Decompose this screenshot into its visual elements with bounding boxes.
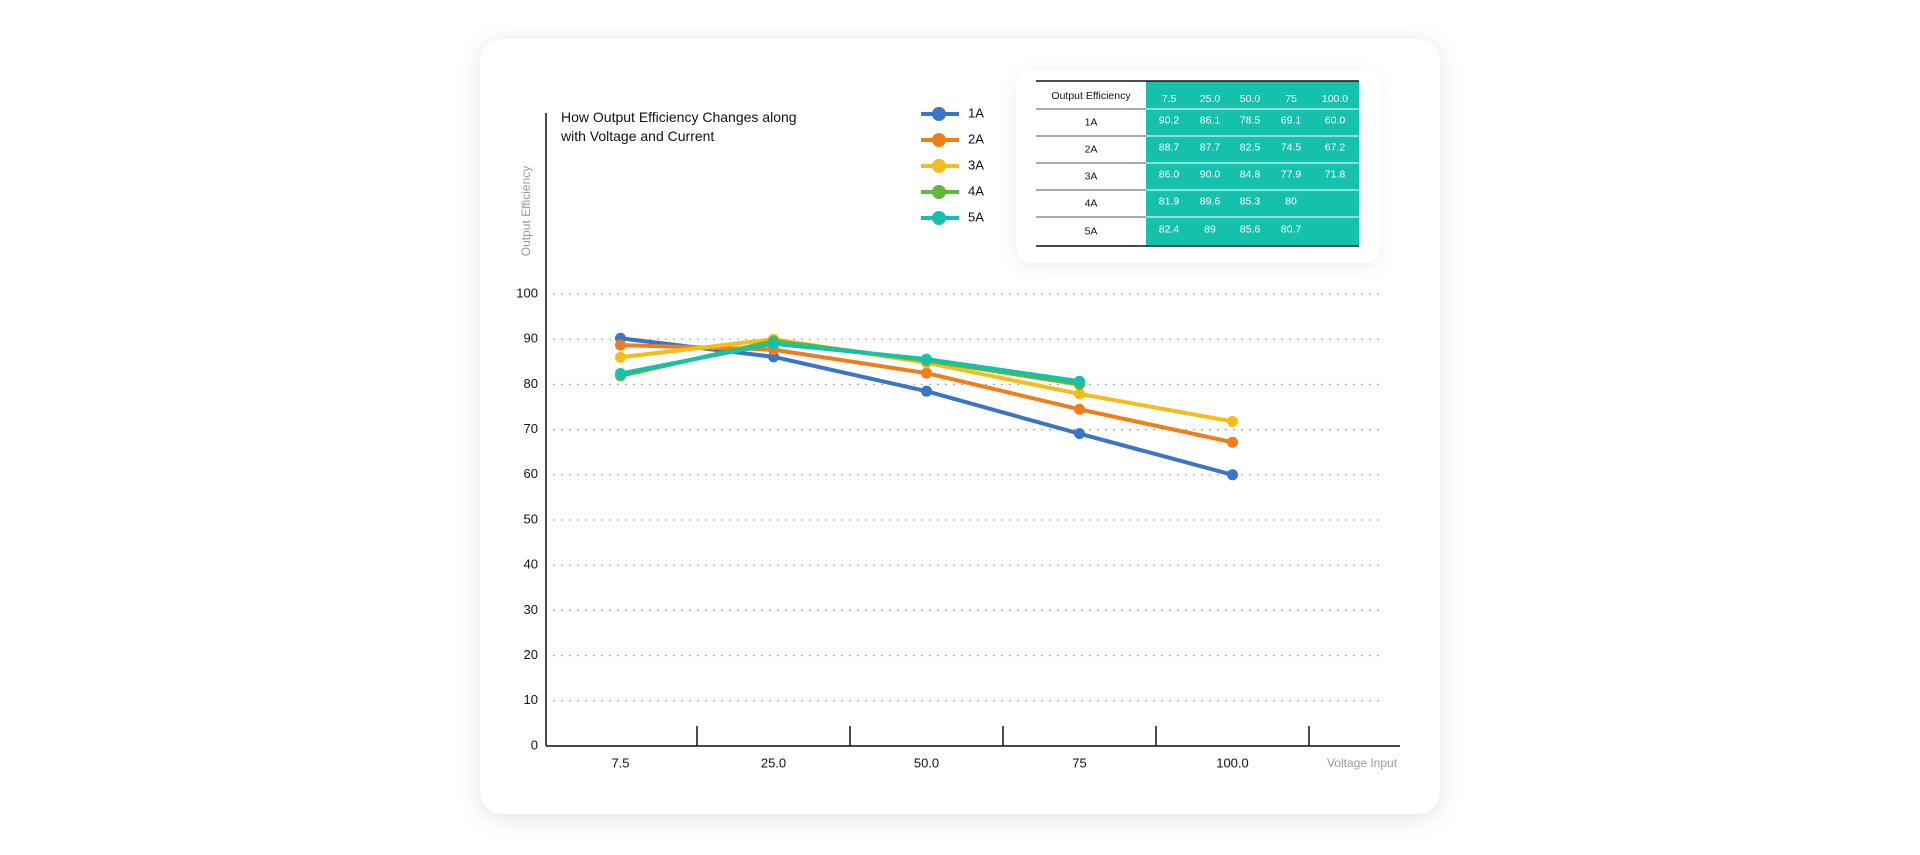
table-row-header: 1A bbox=[1085, 116, 1098, 128]
data-point bbox=[1227, 415, 1238, 427]
table-row-header: 4A bbox=[1085, 197, 1098, 209]
data-point bbox=[615, 368, 626, 380]
x-tick-label: 25.0 bbox=[761, 755, 786, 770]
y-tick-label: 10 bbox=[524, 692, 538, 707]
table-cell: 84.8 bbox=[1240, 168, 1261, 180]
x-tick-label: 100.0 bbox=[1216, 755, 1249, 770]
series-line bbox=[620, 341, 1080, 384]
table-cell: 80.7 bbox=[1281, 223, 1302, 235]
table-col-header: 100.0 bbox=[1322, 93, 1348, 105]
y-tick-label: 0 bbox=[531, 737, 538, 752]
x-tick-label: 7.5 bbox=[611, 755, 629, 770]
table-row-header: 2A bbox=[1085, 143, 1098, 155]
y-axis-label: Output Efficiency bbox=[519, 166, 533, 257]
legend-dot bbox=[932, 159, 946, 173]
table-cell: 85.3 bbox=[1240, 195, 1261, 207]
table-cell: 88.7 bbox=[1159, 141, 1180, 153]
table-row-header: 5A bbox=[1085, 225, 1098, 237]
legend-dot bbox=[932, 133, 946, 147]
table-cell: 71.8 bbox=[1325, 168, 1346, 180]
y-tick-label: 80 bbox=[524, 376, 538, 391]
y-tick-label: 20 bbox=[524, 647, 538, 662]
data-point bbox=[1074, 375, 1085, 387]
data-point bbox=[1074, 428, 1085, 440]
data-point bbox=[1074, 388, 1085, 400]
data-point bbox=[921, 353, 932, 365]
y-tick-label: 60 bbox=[524, 466, 538, 481]
data-point bbox=[615, 351, 626, 363]
legend-dot bbox=[932, 211, 946, 225]
table-cell: 69.1 bbox=[1281, 114, 1302, 126]
table-col-header: 75 bbox=[1285, 93, 1297, 105]
data-point bbox=[921, 385, 932, 397]
table-cell: 87.7 bbox=[1200, 141, 1221, 153]
table-cell: 82.5 bbox=[1240, 141, 1261, 153]
table-cell: 81.9 bbox=[1159, 195, 1180, 207]
table-cell: 86.0 bbox=[1159, 168, 1180, 180]
legend-dot bbox=[932, 107, 946, 121]
table-col-header: 25.0 bbox=[1200, 93, 1221, 105]
table-cell: 85.6 bbox=[1240, 223, 1261, 235]
table-cell: 80 bbox=[1285, 195, 1297, 207]
table-cell: 89 bbox=[1204, 223, 1216, 235]
table-cell: 67.2 bbox=[1325, 141, 1346, 153]
y-tick-label: 40 bbox=[524, 557, 538, 572]
y-tick-label: 90 bbox=[524, 331, 538, 346]
y-tick-label: 50 bbox=[524, 511, 538, 526]
x-axis-label: Voltage Input bbox=[1327, 756, 1398, 770]
table-col-header: 7.5 bbox=[1162, 93, 1177, 105]
data-point bbox=[1227, 436, 1238, 448]
table-cell: 90.0 bbox=[1200, 168, 1221, 180]
data-point bbox=[1074, 403, 1085, 415]
table-cell: 77.9 bbox=[1281, 168, 1302, 180]
data-point bbox=[768, 338, 779, 350]
y-tick-label: 30 bbox=[524, 602, 538, 617]
x-tick-label: 75 bbox=[1072, 755, 1086, 770]
legend-label: 1A bbox=[968, 105, 984, 120]
series-line bbox=[620, 337, 1233, 424]
table-cell: 74.5 bbox=[1281, 141, 1302, 153]
data-point bbox=[921, 367, 932, 379]
legend-dot bbox=[932, 185, 946, 199]
y-tick-label: 70 bbox=[524, 421, 538, 436]
table-cell: 90.2 bbox=[1159, 114, 1180, 126]
data-point bbox=[1227, 469, 1238, 481]
table-cell: 86.1 bbox=[1200, 114, 1221, 126]
legend-label: 3A bbox=[968, 157, 984, 172]
table-row-header: 3A bbox=[1085, 170, 1098, 182]
legend-label: 5A bbox=[968, 209, 984, 224]
table-col-header: 50.0 bbox=[1240, 93, 1261, 105]
chart-title: How Output Efficiency Changes along with… bbox=[561, 109, 797, 144]
table-header: Output Efficiency bbox=[1051, 90, 1131, 102]
legend-label: 4A bbox=[968, 183, 984, 198]
table-cell: 78.5 bbox=[1240, 114, 1261, 126]
x-tick-label: 50.0 bbox=[914, 755, 939, 770]
legend-label: 2A bbox=[968, 131, 984, 146]
table-cell: 89.6 bbox=[1200, 195, 1221, 207]
y-tick-label: 100 bbox=[516, 285, 538, 300]
table-cell: 82.4 bbox=[1159, 223, 1180, 235]
data-point bbox=[615, 339, 626, 351]
table-cell: 60.0 bbox=[1325, 114, 1346, 126]
